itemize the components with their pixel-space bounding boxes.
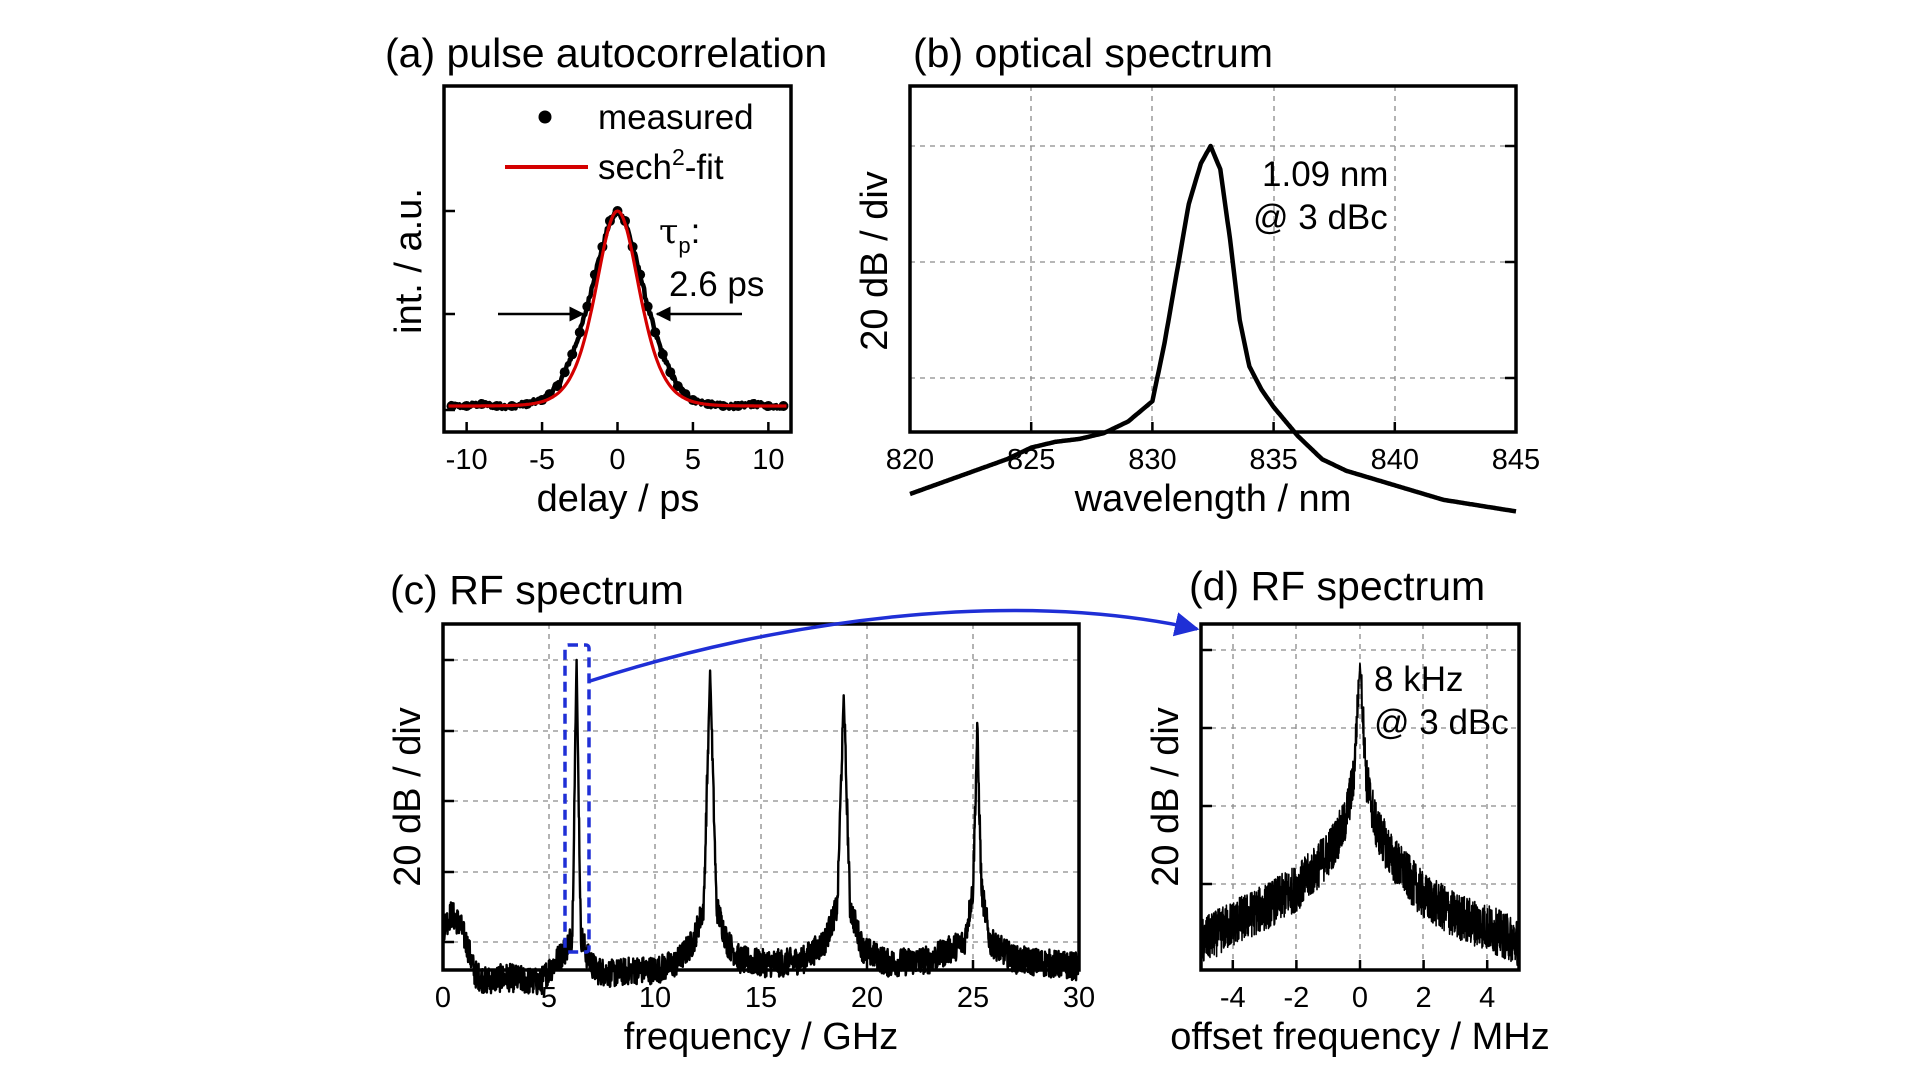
panel-b-y-tickmarks (1505, 144, 1516, 380)
measured-trace (446, 208, 789, 412)
panel-b-frame (908, 84, 1518, 434)
measured-point (672, 381, 683, 392)
panel-d-x-tick-label: 2 (1416, 982, 1432, 1014)
panel-d-title: (d) RF spectrum (1189, 563, 1485, 609)
sech2-fit-line (448, 209, 787, 408)
panel-b-x-ticks: 820 825 830 835 840 845 (886, 422, 1540, 476)
panel-c-x-tick-label: 30 (1063, 982, 1095, 1014)
measured-point (657, 349, 668, 360)
panel-c-grid (443, 624, 1079, 970)
panel-a-x-ticks: -10 -5 0 5 10 (446, 422, 785, 476)
panel-a-x-tick-label: 0 (609, 444, 625, 476)
legend-label-measured: measured (598, 98, 754, 137)
panel-a-x-label: delay / ps (537, 478, 700, 520)
panel-d-plot-area (1200, 662, 1520, 966)
panel-d-x-tick-label: -4 (1220, 982, 1246, 1014)
tau-value: 2.6 ps (669, 265, 764, 304)
legend-label-fit: sech2-fit (598, 144, 724, 187)
measured-point (574, 327, 585, 338)
panel-c-y-label: 20 dB / div (387, 707, 429, 887)
panel-b-x-tick-label: 830 (1128, 444, 1176, 476)
panel-d-annotation-width: 8 kHz (1374, 660, 1463, 699)
zoom-highlight-box (563, 643, 591, 954)
panel-d-grid (1201, 624, 1519, 970)
panel-c-x-tick-label: 0 (435, 982, 451, 1014)
panel-a-legend: measured sech2-fit (505, 98, 754, 187)
panel-d-x-ticks: -4 -2 0 2 4 (1220, 960, 1495, 1014)
panel-b-x-tick-label: 820 (886, 444, 934, 476)
panel-c-x-tick-label: 25 (957, 982, 989, 1014)
panel-c-x-tick-label: 10 (639, 982, 671, 1014)
panel-a-y-label: int. / a.u. (388, 188, 430, 334)
panel-b-x-tick-label: 835 (1249, 444, 1297, 476)
panel-b-title: (b) optical spectrum (913, 30, 1273, 76)
legend-marker-measured (538, 110, 552, 124)
panel-d-x-tick-label: 0 (1352, 982, 1368, 1014)
panel-b-optical-spectrum: (b) optical spectrum 820 825 830 835 840 845 … (854, 30, 1540, 520)
panel-d-x-tick-label: 4 (1479, 982, 1495, 1014)
panel-b-x-label: wavelength / nm (1074, 478, 1352, 520)
measured-point (567, 349, 578, 360)
panel-a-x-tick-label: 5 (685, 444, 701, 476)
panel-b-annotation-width: 1.09 nm (1262, 155, 1388, 194)
zoom-connector-arrow (589, 608, 1200, 683)
measured-point (642, 301, 653, 312)
panel-a-y-tickmarks (444, 209, 455, 412)
panel-a-frame (442, 84, 793, 434)
panel-a-x-tick-label: 10 (752, 444, 784, 476)
measured-point (665, 367, 676, 378)
panel-c-x-ticks: 0 5 10 15 20 25 30 (435, 960, 1095, 1014)
panel-c-x-tick-label: 5 (541, 982, 557, 1014)
panel-d-y-tickmarks (1201, 648, 1212, 886)
optical-spectrum-line (908, 143, 1518, 514)
panel-a-x-tick-label: -5 (529, 444, 555, 476)
panel-d-x-label: offset frequency / MHz (1170, 1016, 1549, 1058)
panel-b-x-tick-label: 840 (1371, 444, 1419, 476)
panel-c-x-tick-label: 15 (745, 982, 777, 1014)
panel-b-annotation-level: @ 3 dBc (1253, 198, 1388, 237)
panel-a-x-tick-label: -10 (446, 444, 488, 476)
panel-d-annotation-level: @ 3 dBc (1374, 703, 1509, 742)
measured-point (552, 381, 563, 392)
measured-point (650, 327, 661, 338)
panel-c-x-tick-label: 20 (851, 982, 883, 1014)
panel-b-y-label: 20 dB / div (854, 171, 896, 351)
measured-point (582, 301, 593, 312)
panel-a-title: (a) pulse autocorrelation (385, 30, 827, 76)
panel-b-grid (910, 86, 1516, 432)
panel-c-y-tickmarks (443, 658, 454, 944)
panel-a-plot-area (446, 206, 789, 412)
rf-zoom-trace (1200, 662, 1520, 966)
panel-b-plot-area (908, 143, 1518, 514)
panel-a-autocorrelation: (a) pulse autocorrelation -10 -5 0 5 10 dela… (385, 30, 827, 520)
panel-a-pulse-width-annotation: τp: 2.6 ps (498, 212, 764, 322)
measured-point (559, 367, 570, 378)
panel-b-x-tick-label: 845 (1492, 444, 1540, 476)
panel-d-rf-spectrum-zoom: (d) RF spectrum -4 -2 0 2 4 offset frequency… (1145, 563, 1550, 1058)
panel-b-x-tick-label: 825 (1007, 444, 1055, 476)
panel-c-rf-spectrum: (c) RF spectrum 0 5 10 15 20 25 30 frequency /… (387, 567, 1095, 1058)
panel-d-x-tick-label: -2 (1284, 982, 1310, 1014)
panel-c-title: (c) RF spectrum (390, 567, 684, 613)
panel-c-x-label: frequency / GHz (624, 1016, 899, 1058)
tau-symbol: τp: (659, 212, 700, 258)
panel-d-y-label: 20 dB / div (1145, 707, 1187, 887)
